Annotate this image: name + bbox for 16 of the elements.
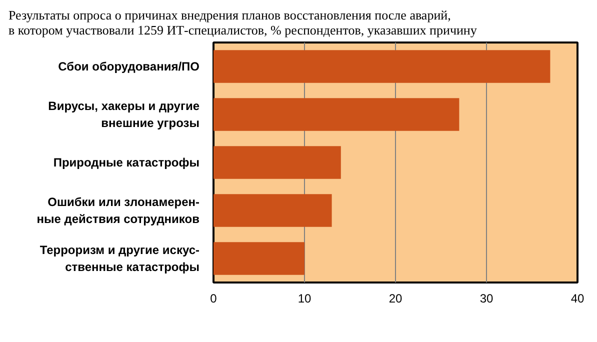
y-tick-label: Ошибки или злонамерен- ные действия сотрудников (36, 195, 200, 226)
chart-title: Результаты опроса о причинах внедрения планов восстановления после аварий, в котором участвовали 1259 ИТ-специалистов, % респондентов, указавших причину (8, 8, 478, 38)
bar (214, 50, 550, 83)
x-tick-label: 20 (388, 292, 402, 306)
y-tick-label: Сбои оборудования/ПО (58, 60, 200, 74)
x-tick-label: 0 (210, 292, 218, 306)
x-tick-label: 40 (570, 292, 584, 306)
bar (214, 98, 460, 131)
bar (214, 242, 304, 275)
y-tick-label: Природные катастрофы (53, 156, 200, 170)
bar (214, 146, 341, 179)
bar (214, 194, 332, 227)
x-tick-label: 10 (298, 292, 312, 306)
y-tick-label: Терроризм и другие искус- ственные катастрофы (40, 243, 200, 274)
x-tick-label: 30 (480, 292, 494, 306)
y-tick-label: Вирусы, хакеры и другие внешние угрозы (48, 99, 200, 130)
